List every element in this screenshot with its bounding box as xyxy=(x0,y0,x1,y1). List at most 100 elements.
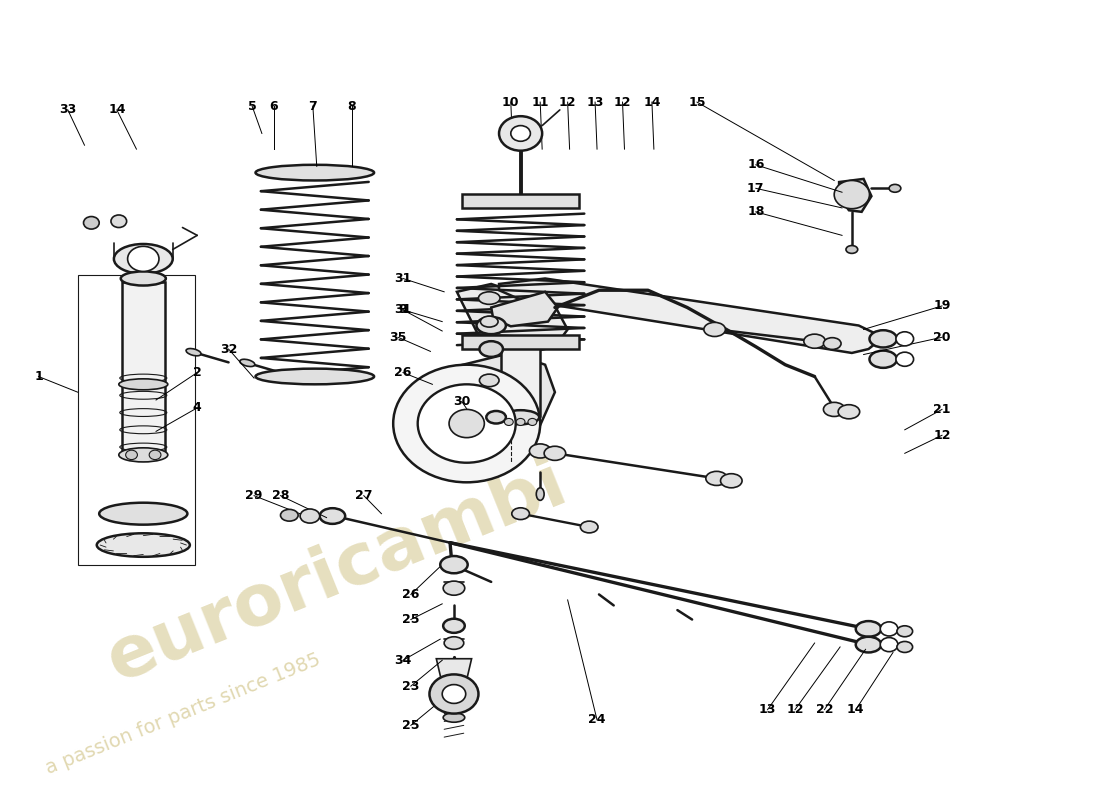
Ellipse shape xyxy=(486,411,506,423)
Ellipse shape xyxy=(889,184,901,192)
Ellipse shape xyxy=(581,521,598,533)
Text: 9: 9 xyxy=(398,303,407,316)
Polygon shape xyxy=(492,292,558,326)
Text: 35: 35 xyxy=(389,330,407,344)
Text: 14: 14 xyxy=(108,103,125,117)
Ellipse shape xyxy=(824,402,845,417)
Bar xyxy=(462,335,580,349)
Ellipse shape xyxy=(481,316,498,327)
Text: 32: 32 xyxy=(220,342,238,355)
Text: 4: 4 xyxy=(192,402,201,414)
Ellipse shape xyxy=(440,556,467,574)
Polygon shape xyxy=(456,284,568,357)
Ellipse shape xyxy=(300,509,320,523)
Ellipse shape xyxy=(480,374,499,386)
Ellipse shape xyxy=(476,317,506,334)
Ellipse shape xyxy=(528,418,537,426)
Ellipse shape xyxy=(704,322,725,337)
Ellipse shape xyxy=(856,637,881,653)
Text: 12: 12 xyxy=(786,703,804,716)
Bar xyxy=(500,345,540,416)
Ellipse shape xyxy=(119,379,168,390)
Circle shape xyxy=(429,674,478,714)
Ellipse shape xyxy=(804,334,825,348)
Ellipse shape xyxy=(480,341,503,357)
Text: 25: 25 xyxy=(403,719,419,732)
Text: 20: 20 xyxy=(933,330,950,344)
Bar xyxy=(122,282,165,455)
Ellipse shape xyxy=(529,444,551,458)
Text: 12: 12 xyxy=(933,429,950,442)
Text: 17: 17 xyxy=(747,182,764,195)
Circle shape xyxy=(84,217,99,229)
Ellipse shape xyxy=(516,418,525,426)
Text: 21: 21 xyxy=(933,403,950,416)
Circle shape xyxy=(125,450,138,459)
Ellipse shape xyxy=(880,638,898,652)
Ellipse shape xyxy=(114,244,173,274)
Text: 8: 8 xyxy=(348,99,356,113)
Text: 27: 27 xyxy=(355,489,373,502)
Text: 18: 18 xyxy=(747,206,764,218)
Ellipse shape xyxy=(895,332,914,346)
Ellipse shape xyxy=(846,246,858,254)
Circle shape xyxy=(418,384,516,462)
Ellipse shape xyxy=(444,637,464,650)
Circle shape xyxy=(449,410,484,438)
Ellipse shape xyxy=(99,502,187,525)
Polygon shape xyxy=(437,658,472,684)
Ellipse shape xyxy=(280,510,298,521)
Text: 5: 5 xyxy=(248,99,256,113)
Ellipse shape xyxy=(856,621,881,637)
Ellipse shape xyxy=(505,418,514,426)
Ellipse shape xyxy=(544,446,565,460)
Polygon shape xyxy=(432,353,554,459)
Ellipse shape xyxy=(824,338,842,350)
Ellipse shape xyxy=(895,352,914,366)
Text: euroricambi: euroricambi xyxy=(97,449,578,696)
Circle shape xyxy=(834,181,869,209)
Text: 33: 33 xyxy=(59,103,77,117)
Ellipse shape xyxy=(121,271,166,286)
Ellipse shape xyxy=(97,534,190,557)
Text: 16: 16 xyxy=(747,158,764,171)
Circle shape xyxy=(499,116,542,150)
Circle shape xyxy=(128,246,160,271)
Text: 12: 12 xyxy=(559,95,576,109)
Circle shape xyxy=(393,365,540,482)
Polygon shape xyxy=(839,179,871,212)
Ellipse shape xyxy=(869,350,896,368)
Text: 2: 2 xyxy=(192,366,201,379)
Circle shape xyxy=(442,685,465,703)
Text: 22: 22 xyxy=(815,703,833,716)
Ellipse shape xyxy=(838,405,860,419)
Text: 13: 13 xyxy=(759,703,777,716)
Text: 26: 26 xyxy=(394,366,411,379)
Text: 10: 10 xyxy=(502,95,519,109)
Ellipse shape xyxy=(896,626,913,637)
Text: 15: 15 xyxy=(689,95,706,109)
Text: 24: 24 xyxy=(588,714,606,726)
Text: 13: 13 xyxy=(586,95,604,109)
Ellipse shape xyxy=(255,369,374,384)
Text: a passion for parts since 1985: a passion for parts since 1985 xyxy=(43,650,323,778)
Ellipse shape xyxy=(502,410,539,424)
Ellipse shape xyxy=(443,618,464,633)
Text: 30: 30 xyxy=(453,395,471,408)
Circle shape xyxy=(510,126,530,142)
Ellipse shape xyxy=(880,622,898,636)
Text: 7: 7 xyxy=(308,99,317,113)
Text: 25: 25 xyxy=(403,613,419,626)
Bar xyxy=(462,194,580,208)
Circle shape xyxy=(150,450,161,459)
Text: 28: 28 xyxy=(272,489,289,502)
Text: 14: 14 xyxy=(847,703,865,716)
Ellipse shape xyxy=(537,488,544,500)
Text: 1: 1 xyxy=(34,370,43,383)
Ellipse shape xyxy=(443,581,464,595)
Text: 11: 11 xyxy=(531,95,549,109)
Text: 31: 31 xyxy=(394,303,411,316)
Ellipse shape xyxy=(186,349,201,356)
Polygon shape xyxy=(499,278,883,353)
Text: 6: 6 xyxy=(270,99,278,113)
